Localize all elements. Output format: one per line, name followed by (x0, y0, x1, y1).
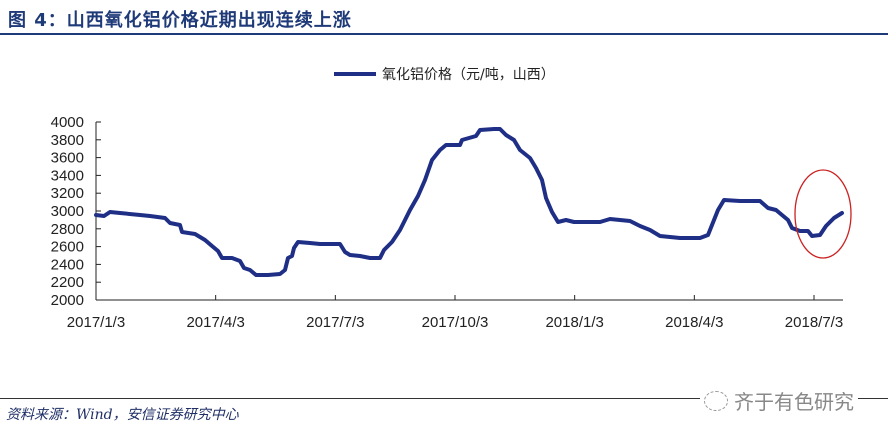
chart-legend: 氧化铝价格（元/吨，山西） (334, 64, 555, 84)
watermark-text: 齐于有色研究 (734, 390, 854, 414)
y-tick-label: 2000 (51, 292, 84, 309)
x-tick-label: 2018/7/3 (785, 314, 843, 331)
wechat-icon (704, 390, 728, 411)
legend-label: 氧化铝价格（元/吨，山西） (382, 67, 555, 83)
y-tick-label: 3800 (51, 132, 84, 149)
watermark: 齐于有色研究 (700, 386, 858, 415)
y-tick-label: 3000 (51, 203, 84, 220)
y-tick-label: 2400 (51, 256, 84, 273)
title-divider (0, 33, 888, 35)
source-note: 资料来源：Wind，安信证券研究中心 (6, 407, 239, 423)
x-tick-label: 2018/4/3 (665, 314, 723, 331)
x-tick-label: 2017/7/3 (306, 314, 364, 331)
x-tick-label: 2017/4/3 (186, 314, 244, 331)
footer-divider (0, 398, 888, 399)
y-tick-label: 4000 (51, 114, 84, 131)
x-tick-label: 2017/10/3 (422, 314, 489, 331)
x-tick-label: 2018/1/3 (545, 314, 603, 331)
x-axis: 2017/1/3 2017/4/3 2017/7/3 2017/10/3 2018/1/… (67, 295, 843, 331)
y-tick-label: 2600 (51, 239, 84, 256)
price-line (94, 127, 844, 277)
y-tick-label: 3200 (51, 185, 84, 202)
y-tick-label: 3400 (51, 167, 84, 184)
highlight-ellipse (794, 169, 852, 259)
y-axis: 2000220024002600280030003200340036003800… (51, 114, 101, 309)
x-tick-label: 2017/1/3 (67, 314, 125, 331)
y-tick-label: 2200 (51, 274, 84, 291)
legend-line-swatch (334, 72, 376, 76)
chart-title: 图 4：山西氧化铝价格近期出现连续上涨 (8, 10, 352, 31)
y-tick-label: 3600 (51, 150, 84, 167)
y-tick-label: 2800 (51, 221, 84, 238)
